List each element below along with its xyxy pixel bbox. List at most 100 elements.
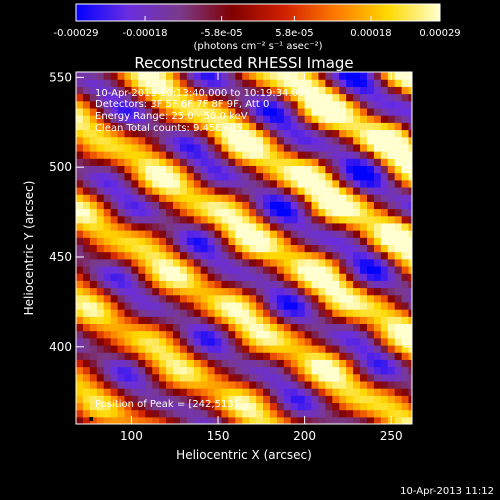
heatmap-cell — [263, 359, 271, 368]
heatmap-cell — [228, 230, 236, 238]
heatmap-cell — [380, 409, 389, 418]
heatmap-cell — [138, 287, 146, 296]
heatmap-cell — [249, 93, 257, 102]
heatmap-cell — [82, 380, 91, 389]
heatmap-cell — [103, 186, 112, 195]
heatmap-cell — [96, 172, 105, 181]
heatmap-cell — [360, 179, 368, 188]
heatmap-cell — [290, 143, 299, 152]
colorbar-tick-label: -0.00029 — [54, 28, 99, 39]
heatmap-cell — [207, 165, 216, 174]
heatmap-cell — [263, 93, 271, 102]
heatmap-cell — [131, 287, 139, 296]
heatmap-cell — [96, 380, 105, 389]
heatmap-cell — [103, 86, 112, 95]
heatmap-cell — [304, 208, 313, 217]
heatmap-cell — [366, 86, 375, 95]
heatmap-cell — [131, 201, 139, 210]
heatmap-cell — [290, 129, 299, 138]
heatmap-cell — [339, 301, 347, 310]
heatmap-cell — [401, 265, 410, 274]
heatmap-cell — [276, 323, 285, 332]
heatmap-cell — [172, 93, 181, 102]
heatmap-cell — [394, 309, 403, 317]
heatmap-cell — [346, 165, 354, 174]
heatmap-cell — [394, 86, 403, 95]
heatmap-cell — [207, 208, 216, 217]
heatmap-cell — [353, 366, 361, 375]
heatmap-cell — [401, 395, 410, 404]
heatmap-cell — [290, 344, 299, 353]
heatmap-cell — [82, 359, 91, 368]
heatmap-cell — [304, 122, 313, 131]
heatmap-cell — [131, 208, 139, 217]
heatmap-cell — [373, 158, 382, 166]
heatmap-cell — [186, 122, 195, 131]
heatmap-cell — [152, 158, 160, 166]
heatmap-cell — [103, 323, 112, 332]
heatmap-cell — [408, 194, 412, 202]
heatmap-cell — [283, 165, 292, 174]
heatmap-cell — [387, 251, 396, 260]
heatmap-cell — [207, 409, 216, 418]
heatmap-cell — [124, 194, 133, 202]
heatmap-cell — [408, 122, 412, 131]
heatmap-cell — [193, 194, 202, 202]
heatmap-cell — [145, 380, 153, 389]
heatmap-cell — [179, 129, 188, 138]
heatmap-cell — [332, 143, 340, 152]
heatmap-cell — [186, 258, 195, 267]
heatmap-cell — [297, 208, 306, 217]
heatmap-cell — [179, 388, 188, 396]
heatmap-cell — [325, 265, 333, 274]
heatmap-cell — [318, 186, 326, 195]
heatmap-cell — [82, 244, 91, 253]
heatmap-cell — [124, 409, 133, 418]
heatmap-cell — [228, 244, 236, 253]
heatmap-cell — [249, 373, 257, 382]
heatmap-cell — [96, 280, 105, 289]
heatmap-cell — [110, 344, 119, 353]
heatmap-cell — [207, 172, 216, 181]
heatmap-cell — [360, 172, 368, 181]
heatmap-cell — [380, 244, 389, 253]
heatmap-cell — [172, 230, 181, 238]
heatmap-cell — [339, 72, 347, 80]
heatmap-cell — [131, 323, 139, 332]
heatmap-cell — [172, 179, 181, 188]
heatmap-cell — [179, 186, 188, 195]
heatmap-cell — [228, 395, 236, 404]
heatmap-cell — [207, 194, 216, 202]
heatmap-cell — [366, 186, 375, 195]
heatmap-cell — [360, 86, 368, 95]
heatmap-cell — [179, 165, 188, 174]
heatmap-cell — [325, 258, 333, 267]
heatmap-cell — [339, 323, 347, 332]
heatmap-cell — [117, 380, 126, 389]
heatmap-cell — [304, 179, 313, 188]
heatmap-cell — [283, 330, 292, 339]
heatmap-cell — [221, 151, 230, 159]
heatmap-cell — [276, 359, 285, 368]
heatmap-cell — [387, 402, 396, 411]
heatmap-cell — [360, 165, 368, 174]
heatmap-cell — [117, 301, 126, 310]
heatmap-cell — [380, 107, 389, 116]
heatmap-cell — [179, 93, 188, 102]
heatmap-cell — [124, 402, 133, 411]
heatmap-cell — [228, 409, 236, 418]
heatmap-cell — [76, 201, 84, 210]
heatmap-cell — [228, 86, 236, 95]
heatmap-cell — [325, 122, 333, 131]
heatmap-cell — [221, 165, 230, 174]
heatmap-cell — [159, 72, 167, 80]
heatmap-cell — [186, 330, 195, 339]
heatmap-cell — [276, 265, 285, 274]
plot-corner-marker — [89, 417, 93, 421]
heatmap-cell — [325, 359, 333, 368]
heatmap-cell — [263, 388, 271, 396]
heatmap-cell — [166, 359, 174, 368]
heatmap-cell — [89, 258, 98, 267]
heatmap-cell — [366, 215, 375, 224]
heatmap-cell — [297, 165, 306, 174]
